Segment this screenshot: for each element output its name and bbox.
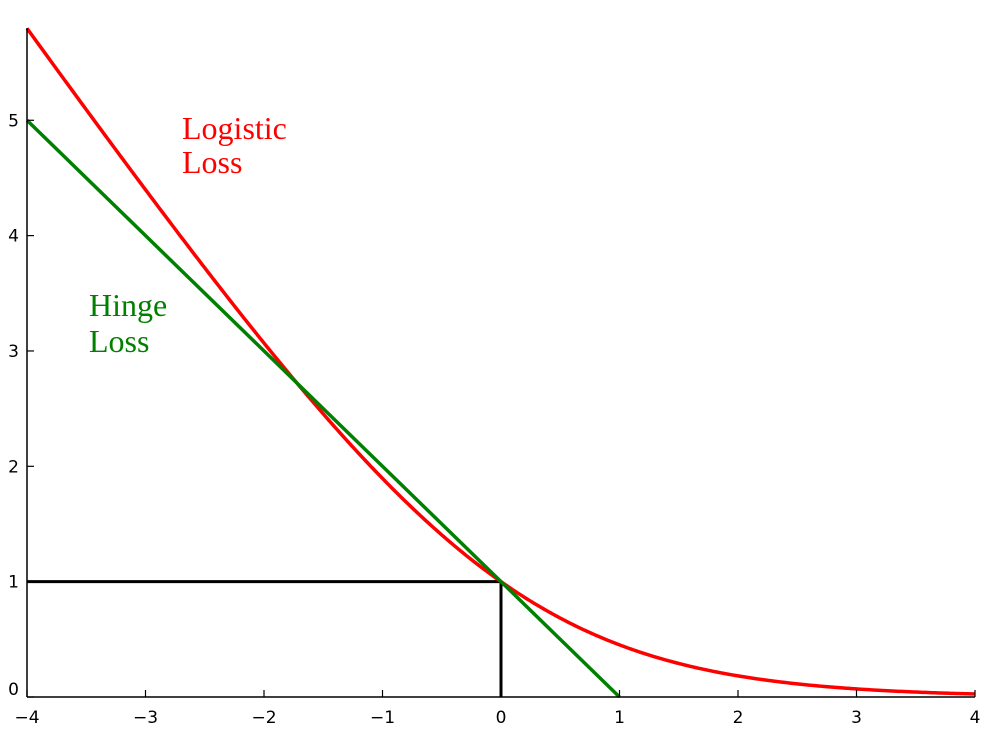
y-tick-label: 3 [8,342,19,362]
x-tick-label: 0 [496,708,507,728]
y-tick-label: 0 [8,680,19,700]
x-tick-label: 4 [970,708,981,728]
x-tick-label: 1 [614,708,625,728]
y-tick-label: 4 [8,227,19,247]
ticks: −4 −3 −2 −1 0 1 2 3 4 0 1 2 3 4 5 [8,111,980,728]
x-tick-label: −3 [133,708,158,728]
reference-lines [27,580,503,697]
series-group [25,27,976,699]
series-line-hinge-loss [25,119,621,699]
logistic-loss-label-line1: Logistic [182,110,287,146]
y-tick-label: 5 [8,111,19,131]
logistic-loss-label-line2: Loss [182,144,242,180]
hinge-loss-label-line1: Hinge [89,287,167,323]
hinge-loss-label-line2: Loss [89,323,149,359]
x-tick-label: −4 [14,708,39,728]
x-tick-label: 2 [733,708,744,728]
y-tick-label: 1 [8,573,19,593]
x-tick-label: −1 [370,708,395,728]
y-tick-label: 2 [8,457,19,477]
x-tick-label: −2 [251,708,276,728]
x-tick-label: 3 [851,708,862,728]
